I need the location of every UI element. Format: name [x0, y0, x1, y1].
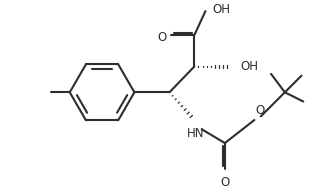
Text: OH: OH — [213, 3, 231, 16]
Text: O: O — [255, 104, 265, 117]
Text: HN: HN — [187, 127, 204, 140]
Text: O: O — [157, 31, 167, 44]
Text: OH: OH — [241, 60, 259, 73]
Text: O: O — [220, 176, 230, 189]
